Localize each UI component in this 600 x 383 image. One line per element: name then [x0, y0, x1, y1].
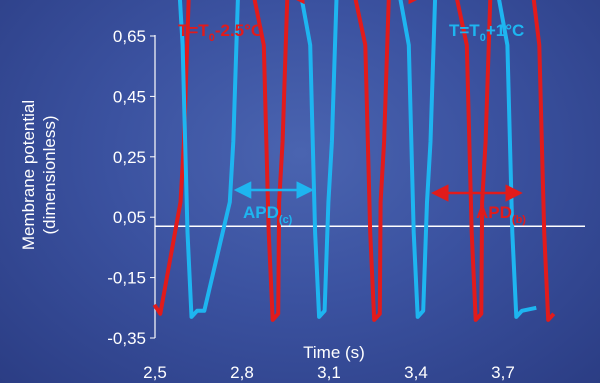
x-tick-label: 2,5 — [143, 363, 167, 382]
series-red-trace — [152, 0, 556, 322]
y-tick-label: 0,25 — [113, 148, 146, 167]
series-blue-trace — [177, 0, 537, 319]
x-tick-label: 3,4 — [404, 363, 428, 382]
y-tick-label: 0,05 — [113, 208, 146, 227]
x-tick-label: 3,1 — [317, 363, 341, 382]
y-tick-label: -0,35 — [107, 329, 146, 348]
apd-c-label: APD(c) — [243, 203, 293, 226]
x-tick-label: 3,7 — [491, 363, 515, 382]
x-axis-title: Time (s) — [303, 343, 365, 362]
red-series-label: T=T0-2.5°C — [178, 21, 263, 44]
blue-series-label: T=T0+1°C — [449, 21, 524, 44]
x-tick-label: 2,8 — [230, 363, 254, 382]
apd-b-label: APD(b) — [476, 203, 526, 226]
y-tick-label: -0,15 — [107, 269, 146, 288]
y-tick-label: 0,65 — [113, 27, 146, 46]
y-tick-label: 0,45 — [113, 87, 146, 106]
